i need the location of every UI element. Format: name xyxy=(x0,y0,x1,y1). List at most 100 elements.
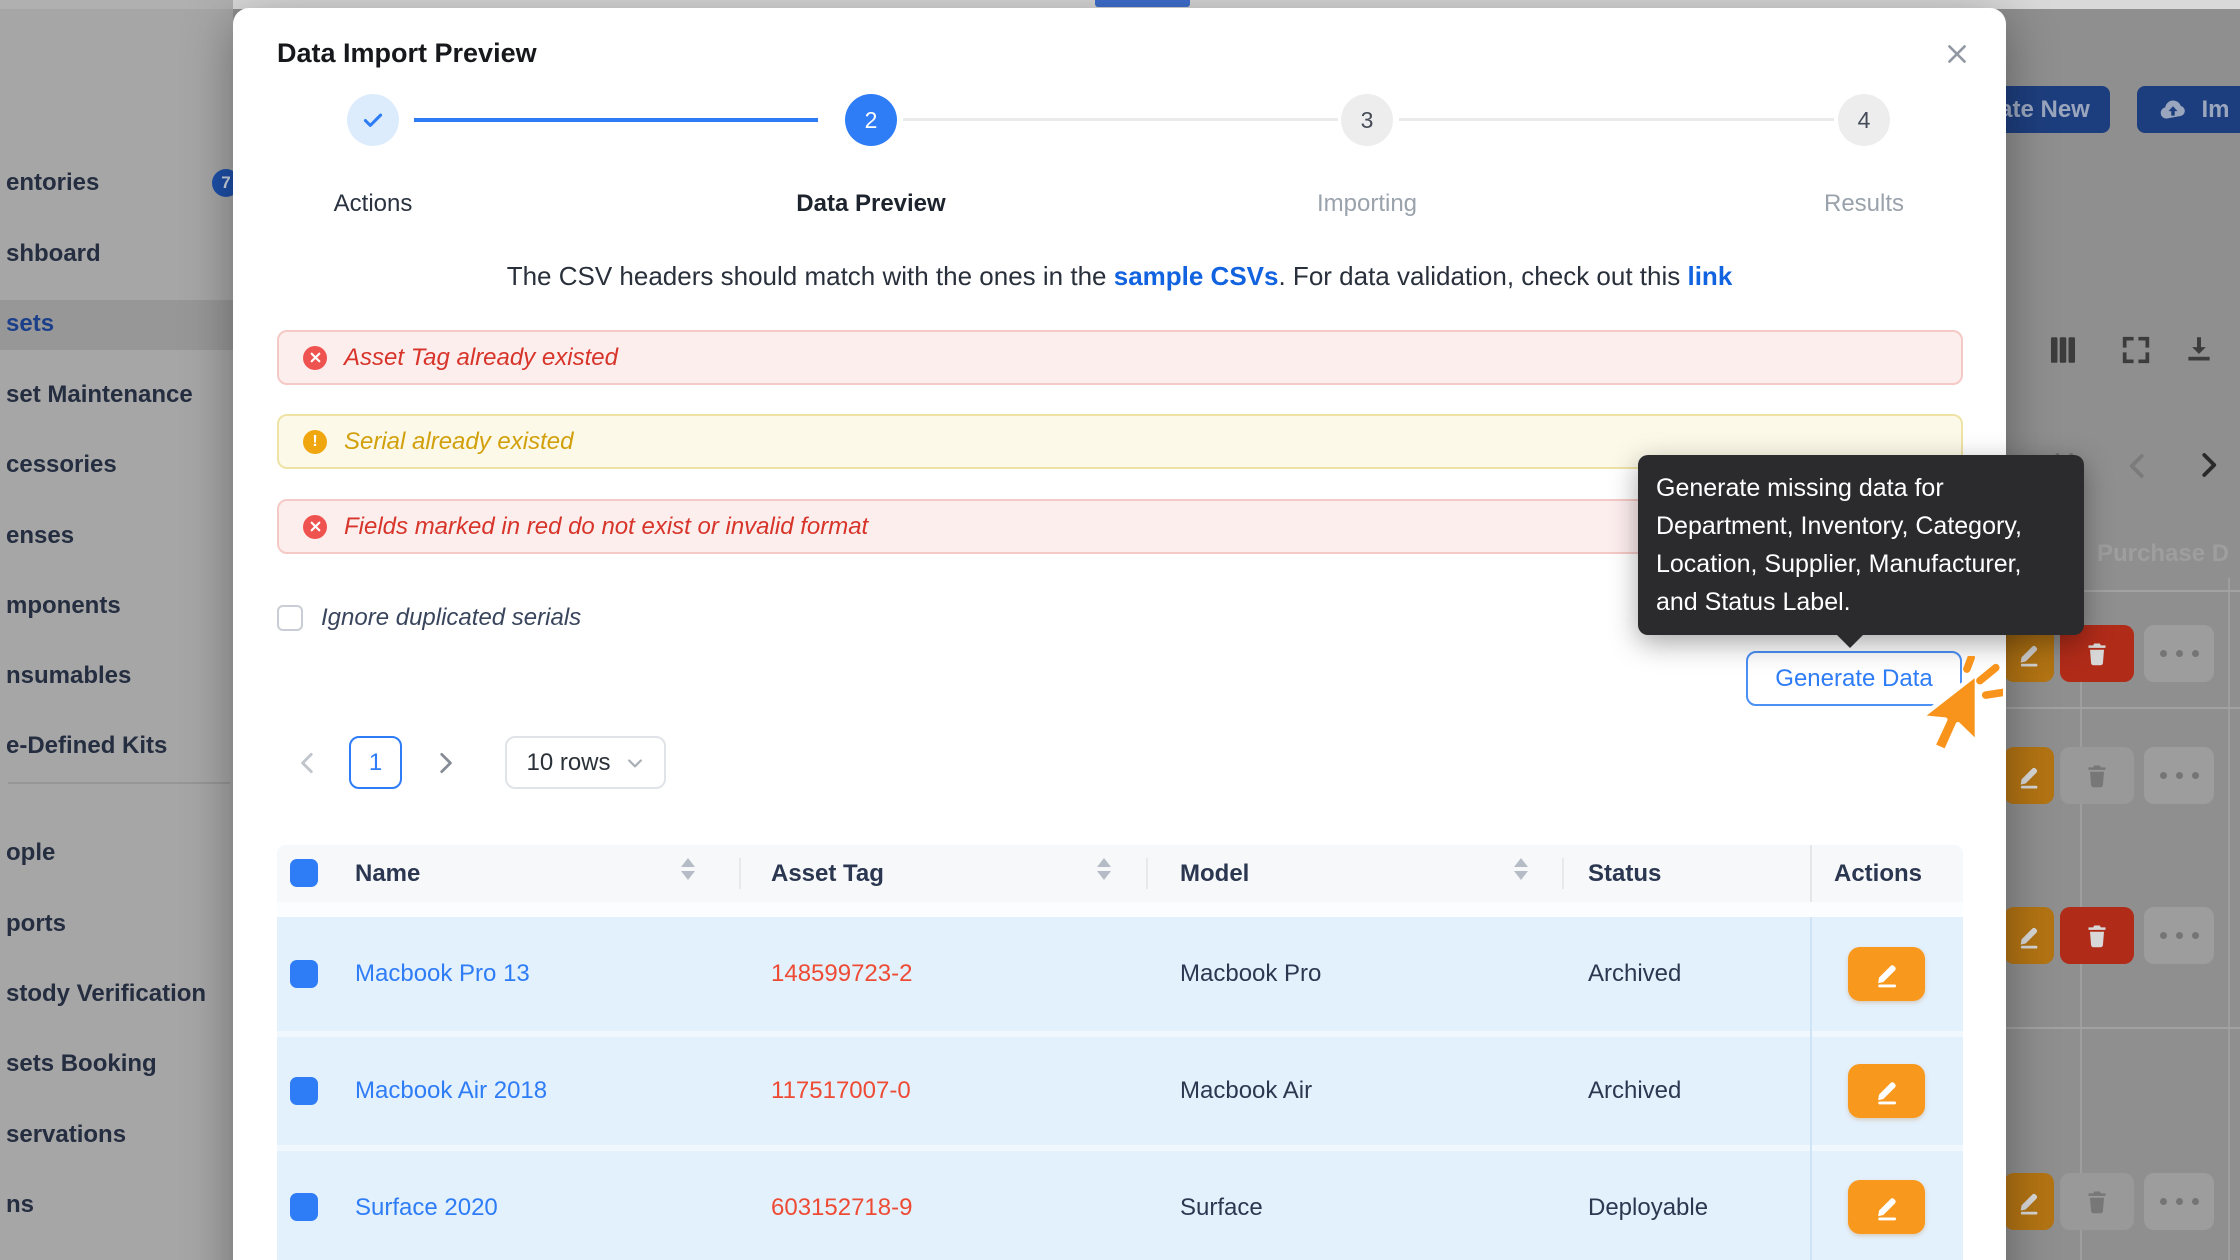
page-size-value: 10 rows xyxy=(526,748,611,776)
alert-text: Asset Tag already existed xyxy=(344,343,618,371)
sidebar-item-assets-booking[interactable]: sets Booking xyxy=(6,1050,157,1077)
table-row: Macbook Pro 13 148599723-2 Macbook Pro A… xyxy=(277,917,1963,1031)
select-all-checkbox[interactable] xyxy=(290,859,318,887)
sidebar-item-people[interactable]: ople xyxy=(6,839,56,866)
tooltip-text: Generate missing data for Department, In… xyxy=(1656,474,2022,616)
cell-asset-tag: 148599723-2 xyxy=(771,960,913,987)
sort-carets-icon[interactable] xyxy=(1097,858,1111,880)
sidebar-item-components[interactable]: mponents xyxy=(6,592,121,619)
step-1-label: Actions xyxy=(333,190,413,217)
bg-edit-button[interactable] xyxy=(2004,907,2054,964)
pencil-edit-icon xyxy=(1872,959,1902,989)
page-top-strip xyxy=(233,0,2240,9)
sidebar-item-dashboard[interactable]: shboard xyxy=(6,240,101,267)
sidebar-item-licenses[interactable]: enses xyxy=(6,522,75,549)
check-icon xyxy=(360,107,386,133)
download-icon[interactable] xyxy=(2182,333,2216,372)
pencil-edit-icon xyxy=(1872,1192,1902,1222)
sidebar-item-plans[interactable]: ns xyxy=(6,1191,35,1218)
step-3-circle: 3 xyxy=(1341,94,1393,146)
stepper-connector xyxy=(1399,118,1834,121)
columns-icon[interactable] xyxy=(2046,333,2080,372)
cell-model: Macbook Air xyxy=(1180,1077,1313,1104)
sample-csvs-link[interactable]: sample CSVs xyxy=(1113,261,1279,291)
close-icon[interactable] xyxy=(1939,36,1975,72)
sort-carets-icon[interactable] xyxy=(681,858,695,880)
modal-title: Data Import Preview xyxy=(277,38,537,68)
stepper-connector-complete xyxy=(414,118,818,122)
column-header-status[interactable]: Status xyxy=(1588,859,1662,887)
sidebar-item-inventories[interactable]: entories xyxy=(6,169,100,196)
cell-asset-tag: 603152718-9 xyxy=(771,1194,913,1221)
sidebar-item-reports[interactable]: ports xyxy=(6,910,66,937)
step-1-circle xyxy=(347,94,399,146)
create-new-button[interactable]: ate New xyxy=(1979,86,2110,133)
column-header-asset-tag[interactable]: Asset Tag xyxy=(771,859,884,887)
sidebar-item-reservations[interactable]: servations xyxy=(6,1121,127,1148)
row-edit-button[interactable] xyxy=(1848,1180,1925,1234)
page-number[interactable]: 1 xyxy=(349,736,402,789)
bg-more-button[interactable] xyxy=(2144,1173,2214,1230)
column-header-name[interactable]: Name xyxy=(355,859,421,887)
bg-edit-button[interactable] xyxy=(2004,1173,2054,1230)
generate-data-button[interactable]: Generate Data xyxy=(1746,651,1962,706)
cell-status: Deployable xyxy=(1588,1194,1709,1221)
sidebar-selected-band xyxy=(0,300,233,350)
sidebar-item-asset-maintenance[interactable]: set Maintenance xyxy=(6,381,193,408)
bg-delete-button[interactable] xyxy=(2060,907,2134,964)
alert-text: Fields marked in red do not exist or inv… xyxy=(344,512,869,540)
sidebar-item-custody-verification[interactable]: stody Verification xyxy=(6,980,207,1007)
header-divider xyxy=(1562,858,1564,889)
bg-edit-button[interactable] xyxy=(2004,747,2054,804)
sidebar-item-accessories[interactable]: cessories xyxy=(6,451,117,478)
sidebar-item-consumables[interactable]: nsumables xyxy=(6,662,132,689)
sidebar: entories 7 shboard sets set Maintenance … xyxy=(0,0,240,1260)
chevron-down-icon xyxy=(625,753,645,773)
row-checkbox[interactable] xyxy=(290,960,318,988)
import-button[interactable]: Im xyxy=(2137,86,2240,133)
csv-note: The CSV headers should match with the on… xyxy=(233,261,2006,292)
create-new-label: ate New xyxy=(1999,95,2090,123)
step-4-label: Results xyxy=(1823,190,1905,217)
table-header-gap xyxy=(277,902,1963,917)
cloud-upload-icon xyxy=(2157,94,2189,126)
cell-name[interactable]: Macbook Pro 13 xyxy=(355,960,530,987)
header-divider xyxy=(1146,858,1148,889)
sort-carets-icon[interactable] xyxy=(1514,858,1528,880)
prev-page-icon[interactable] xyxy=(295,750,321,781)
alert-text: Serial already existed xyxy=(344,427,574,455)
sidebar-item-assets[interactable]: sets xyxy=(6,310,55,337)
row-edit-button[interactable] xyxy=(1848,1064,1925,1118)
ignore-serials-row: Ignore duplicated serials xyxy=(277,604,581,632)
warning-circle-icon: ! xyxy=(303,429,327,454)
column-header-actions: Actions xyxy=(1834,859,1923,887)
cell-asset-tag: 117517007-0 xyxy=(771,1077,911,1104)
cell-name[interactable]: Surface 2020 xyxy=(355,1194,498,1221)
column-header-model[interactable]: Model xyxy=(1180,859,1250,887)
bg-row-divider xyxy=(2006,1027,2240,1029)
chevron-left-icon[interactable] xyxy=(2123,451,2153,486)
bg-more-button[interactable] xyxy=(2144,625,2214,682)
page-size-select[interactable]: 10 rows xyxy=(505,736,666,789)
bg-more-button[interactable] xyxy=(2144,907,2214,964)
bg-table-vline xyxy=(2228,578,2230,1260)
expand-icon[interactable] xyxy=(2119,333,2153,372)
ignore-serials-checkbox[interactable] xyxy=(277,605,303,631)
actions-column-divider xyxy=(1810,917,1812,1260)
import-label: Im xyxy=(2201,95,2230,123)
sidebar-item-predefined-kits[interactable]: e-Defined Kits xyxy=(6,732,168,759)
actions-column-divider xyxy=(1810,845,1812,902)
bg-more-button[interactable] xyxy=(2144,747,2214,804)
cell-status: Archived xyxy=(1588,960,1682,987)
chevron-right-icon[interactable] xyxy=(2193,450,2223,485)
header-divider xyxy=(739,858,741,889)
bg-row-divider xyxy=(2006,707,2240,709)
row-edit-button[interactable] xyxy=(1848,947,1925,1001)
bg-delete-button-disabled xyxy=(2060,1173,2134,1230)
row-checkbox[interactable] xyxy=(290,1077,318,1105)
cell-name[interactable]: Macbook Air 2018 xyxy=(355,1077,548,1104)
validation-link[interactable]: link xyxy=(1687,261,1733,291)
table-row: Surface 2020 603152718-9 Surface Deploya… xyxy=(277,1151,1963,1260)
row-checkbox[interactable] xyxy=(290,1193,318,1221)
next-page-icon[interactable] xyxy=(432,750,458,781)
